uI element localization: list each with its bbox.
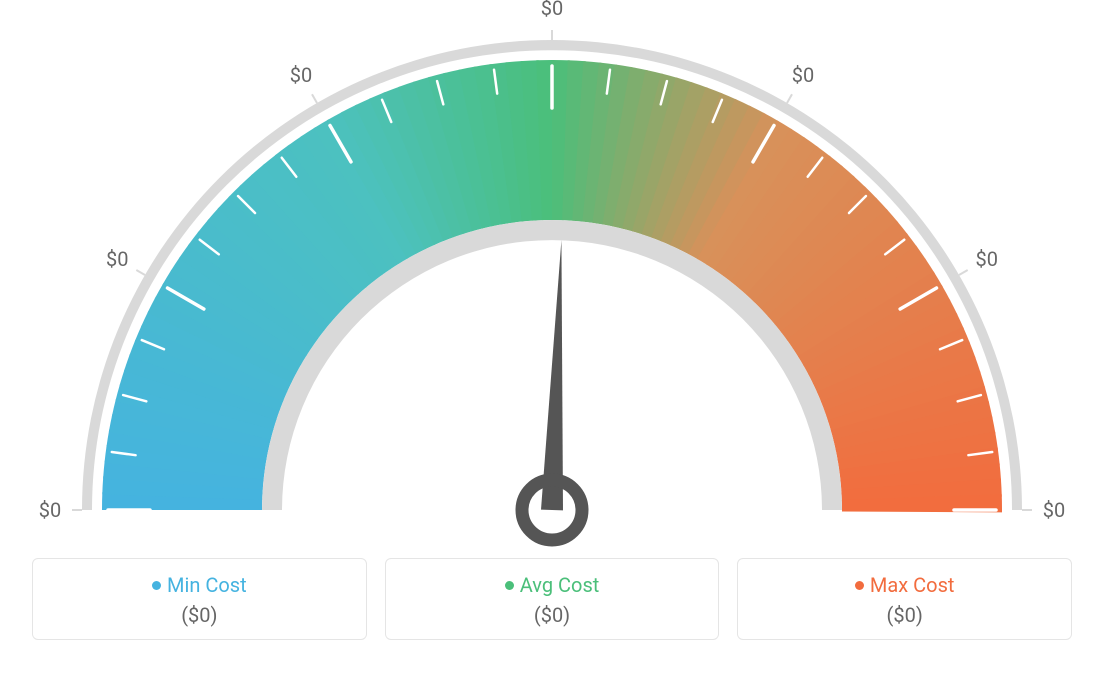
legend-card-avg: Avg Cost ($0): [385, 558, 720, 640]
dot-icon: [505, 581, 514, 590]
dot-icon: [855, 581, 864, 590]
legend-text-avg: Avg Cost: [520, 573, 600, 597]
legend-row: Min Cost ($0) Avg Cost ($0) Max Cost ($0…: [32, 558, 1072, 640]
legend-value-min: ($0): [33, 603, 366, 627]
gauge-svg: [0, 10, 1104, 550]
legend-value-max: ($0): [738, 603, 1071, 627]
gauge-tick-label: $0: [39, 498, 61, 522]
gauge-tick-label: $0: [975, 247, 997, 271]
gauge-tick-label: $0: [290, 63, 312, 87]
gauge-tick-label: $0: [792, 63, 814, 87]
legend-card-max: Max Cost ($0): [737, 558, 1072, 640]
legend-card-min: Min Cost ($0): [32, 558, 367, 640]
legend-text-max: Max Cost: [870, 573, 955, 597]
gauge-tick-label: $0: [1043, 498, 1065, 522]
dot-icon: [152, 581, 161, 590]
gauge-area: $0$0$0$0$0$0$0: [0, 10, 1104, 550]
gauge-tick-label: $0: [541, 0, 563, 20]
legend-label-min: Min Cost: [33, 573, 366, 597]
gauge-chart-container: $0 $0 $0 $0 $0 $0 $0 Min Cost ($0) Avg Cost ($…: [0, 0, 1104, 690]
legend-label-max: Max Cost: [738, 573, 1071, 597]
gauge-tick-label: $0: [106, 247, 128, 271]
legend-text-min: Min Cost: [167, 573, 247, 597]
legend-value-avg: ($0): [386, 603, 719, 627]
legend-label-avg: Avg Cost: [386, 573, 719, 597]
